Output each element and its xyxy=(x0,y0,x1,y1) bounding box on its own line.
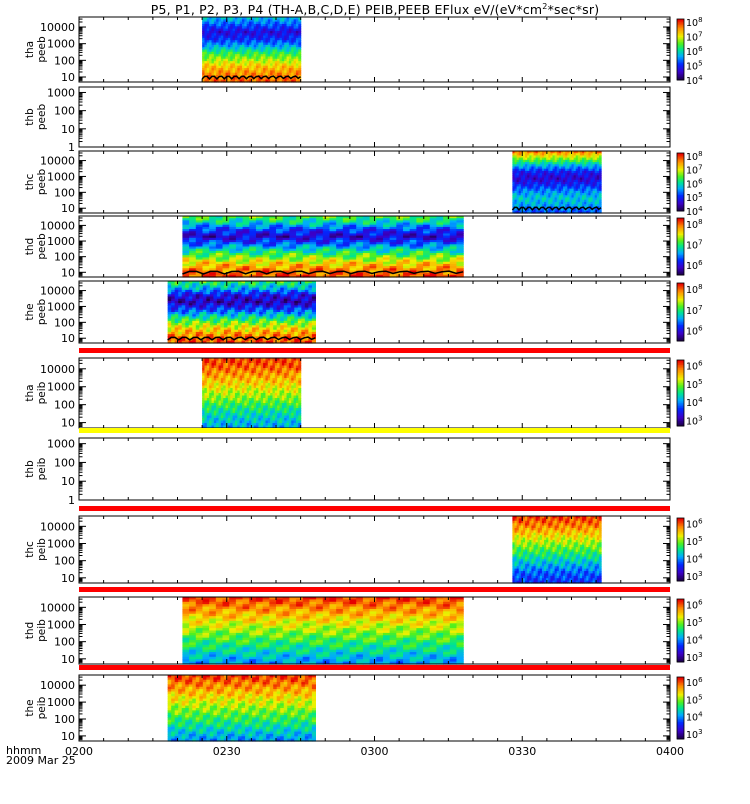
colorbar-label: 104 xyxy=(686,205,703,218)
colorbar-label: 107 xyxy=(686,164,703,177)
y-tick-label: 10 xyxy=(61,202,75,215)
y-tick-label: 1000 xyxy=(47,38,75,51)
colorbar-label: 104 xyxy=(686,74,703,87)
time-tick-label: 0230 xyxy=(213,745,241,758)
y-tick-label: 1000 xyxy=(47,86,75,99)
y-tick-label: 10000 xyxy=(40,21,75,34)
time-tick-label: 0400 xyxy=(656,745,684,758)
y-tick-label: 10 xyxy=(61,71,75,84)
product-label: peeb xyxy=(36,104,48,131)
product-label: peeb xyxy=(36,169,48,196)
colorbar-label: 108 xyxy=(686,218,703,231)
probe-label: thb xyxy=(24,108,36,126)
y-tick-label: 1000 xyxy=(47,170,75,183)
colorbar-label: 106 xyxy=(686,259,703,272)
y-tick-label: 10 xyxy=(61,123,75,136)
y-tick-label: 10000 xyxy=(40,219,75,232)
y-tick-label: 100 xyxy=(54,251,75,264)
colorbar-label: 108 xyxy=(686,150,703,163)
product-label: peeb xyxy=(36,233,48,260)
colorbar-label: 105 xyxy=(686,59,703,72)
colorbar-label: 108 xyxy=(686,16,703,29)
colorbar-label: 106 xyxy=(686,45,703,58)
product-label: peeb xyxy=(36,36,48,63)
colorbar-label: 107 xyxy=(686,238,703,251)
time-tick-label: 0330 xyxy=(508,745,536,758)
probe-label: tha xyxy=(24,41,36,58)
y-tick-label: 100 xyxy=(54,54,75,67)
colorbar-label: 106 xyxy=(686,177,703,190)
panel-frame xyxy=(79,17,670,82)
y-tick-label: 10 xyxy=(61,266,75,279)
probe-label: thc xyxy=(24,174,36,191)
y-tick-label: 1000 xyxy=(47,235,75,248)
y-tick-label: 100 xyxy=(54,186,75,199)
colorbar-label: 105 xyxy=(686,191,703,204)
colorbar-label: 107 xyxy=(686,30,703,43)
y-tick-label: 1 xyxy=(68,141,75,154)
probe-label: thd xyxy=(24,238,36,255)
figure-title: P5, P1, P2, P3, P4 (TH-A,B,C,D,E) PEIB,P… xyxy=(60,2,690,17)
time-tick-label: 0300 xyxy=(361,745,389,758)
y-tick-label: 10000 xyxy=(40,155,75,168)
panel-frame xyxy=(79,87,670,147)
y-tick-label: 100 xyxy=(54,105,75,118)
